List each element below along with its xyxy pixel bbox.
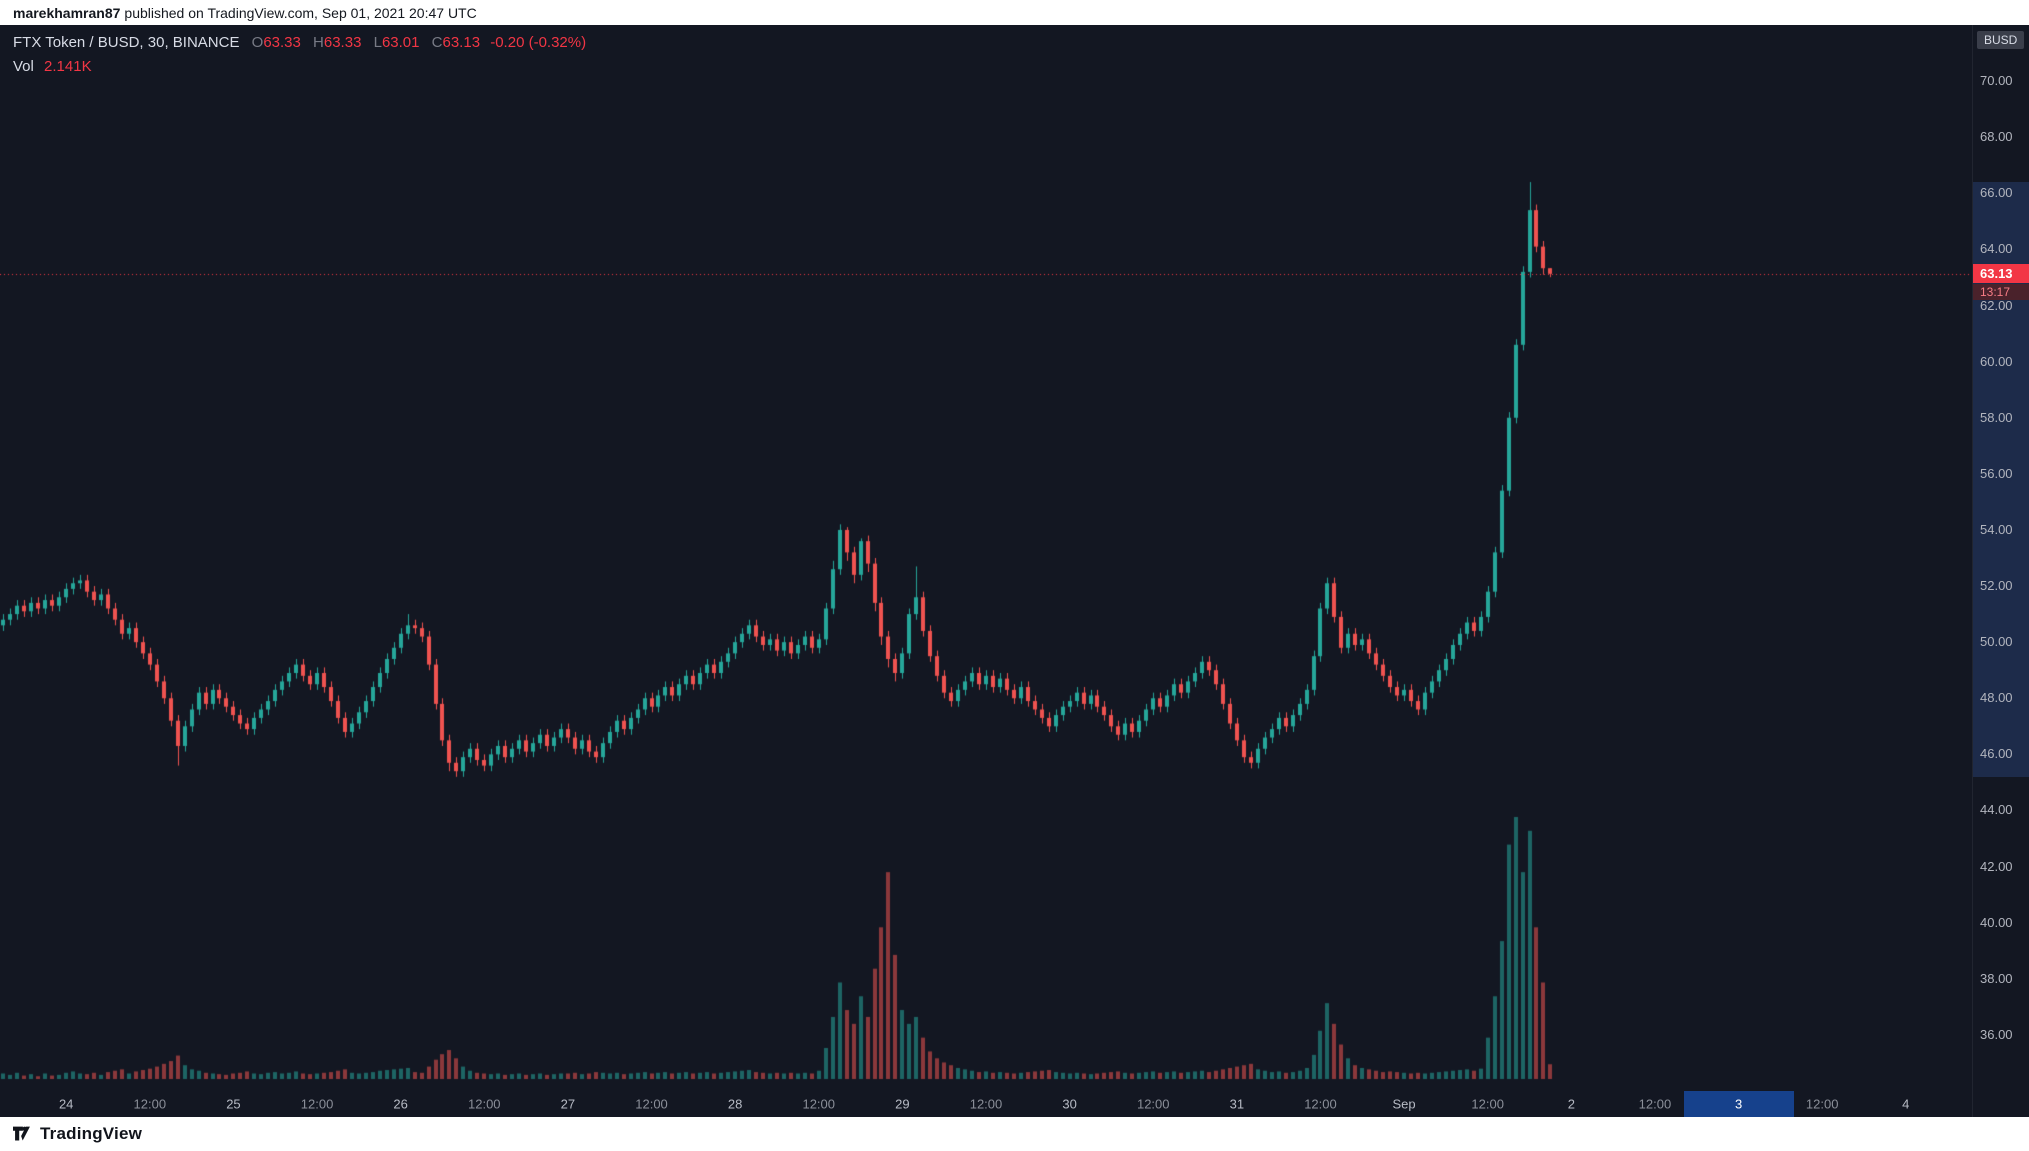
volume-value: 2.141K: [44, 57, 92, 75]
time-axis-label: Sep: [1392, 1096, 1416, 1112]
price-tick-label: 60.00: [1980, 353, 2013, 369]
time-axis-label: 12:00: [1471, 1096, 1504, 1112]
username-text: marekhamran87: [13, 4, 121, 21]
legend-high-value: 63.33: [323, 34, 362, 51]
price-tick-label: 36.00: [1980, 1026, 2013, 1042]
candle-countdown: 13:17: [1973, 283, 2029, 300]
time-axis-label: 12:00: [1136, 1096, 1170, 1112]
time-axis-label: 3: [1734, 1096, 1743, 1112]
time-axis-label: 31: [1229, 1096, 1245, 1112]
tradingview-logo-icon[interactable]: [13, 1126, 32, 1142]
attribution-bar: marekhamran87 published on TradingView.c…: [0, 0, 2029, 25]
price-tick-label: 52.00: [1980, 578, 2013, 594]
legend-low-value: 63.01: [381, 34, 420, 51]
price-tick-label: 48.00: [1980, 690, 2013, 706]
price-tick-label: 62.00: [1980, 297, 2013, 313]
time-axis-label: 24: [58, 1096, 74, 1112]
time-axis-label: 12:00: [802, 1096, 836, 1112]
legend-row-volume: Vol 2.141K: [13, 58, 586, 77]
price-tick-label: 58.00: [1980, 409, 2013, 425]
price-tick-label: 54.00: [1980, 521, 2013, 537]
time-axis-label: 28: [727, 1096, 743, 1112]
time-axis-label: 12:00: [468, 1096, 501, 1112]
legend-low-label: L: [373, 34, 382, 51]
time-axis-label: 12:00: [300, 1096, 334, 1112]
time-axis-label: 27: [560, 1096, 576, 1112]
currency-badge[interactable]: BUSD: [1977, 31, 2025, 49]
time-axis-label: 29: [895, 1096, 910, 1112]
time-axis-label: 2: [1567, 1096, 1575, 1112]
price-tick-label: 50.00: [1980, 634, 2013, 650]
time-axis-label: 30: [1062, 1096, 1077, 1112]
time-axis-label: 12:00: [1805, 1096, 1839, 1112]
price-tick-label: 44.00: [1980, 802, 2013, 818]
candlestick-chart-canvas[interactable]: [0, 25, 1972, 1091]
price-tick-label: 42.00: [1980, 858, 2013, 874]
legend-close-label: C: [431, 34, 443, 51]
price-tick-label: 46.00: [1980, 746, 2013, 762]
time-axis-label: 25: [226, 1096, 241, 1112]
volume-label: Vol: [13, 57, 34, 75]
footer-bar: TradingView: [0, 1117, 2029, 1151]
time-axis-label: 12:00: [635, 1096, 668, 1112]
legend-change-value: -0.20 (-0.32%): [490, 34, 587, 51]
time-axis-label: 12:00: [1638, 1096, 1672, 1112]
attribution-text: published on TradingView.com, Sep 01, 20…: [124, 4, 477, 21]
price-tick-label: 68.00: [1980, 129, 2013, 145]
time-axis-label: 12:00: [133, 1096, 167, 1112]
price-tick-label: 70.00: [1980, 73, 2013, 89]
symbol-legend: FTX Token / BUSD, 30, BINANCE O63.33 H63…: [13, 34, 586, 77]
legend-close-value: 63.13: [442, 34, 481, 51]
current-price-label: 63.13: [1973, 263, 2029, 283]
price-tick-label: 38.00: [1980, 970, 2013, 986]
legend-open-label: O: [251, 34, 264, 51]
selected-date-highlight: [1683, 1091, 1794, 1117]
price-axis[interactable]: BUSD 63.13 13:17 70.00 68.00 66.00 64.00 62.…: [1972, 25, 2029, 1117]
price-tick-label: 66.00: [1980, 185, 2013, 201]
tradingview-wordmark[interactable]: TradingView: [40, 1124, 143, 1143]
symbol-title[interactable]: FTX Token / BUSD, 30, BINANCE: [13, 34, 240, 51]
legend-row-main: FTX Token / BUSD, 30, BINANCE O63.33 H63…: [13, 34, 586, 53]
chart-area: FTX Token / BUSD, 30, BINANCE O63.33 H63…: [0, 25, 2029, 1117]
price-tick-label: 64.00: [1980, 241, 2013, 257]
time-axis-label: 4: [1902, 1096, 1910, 1112]
time-axis[interactable]: 24 12:00 25 12:00 26 12:00 27 12:00 28 12:00 29 12:…: [0, 1091, 1972, 1117]
time-axis-label: 26: [393, 1096, 408, 1112]
legend-high-label: H: [313, 34, 324, 51]
legend-open-value: 63.33: [263, 34, 301, 51]
price-tick-label: 56.00: [1980, 465, 2013, 481]
price-tick-label: 40.00: [1980, 914, 2013, 930]
time-axis-label: 12:00: [969, 1096, 1003, 1112]
time-axis-label: 12:00: [1304, 1096, 1337, 1112]
